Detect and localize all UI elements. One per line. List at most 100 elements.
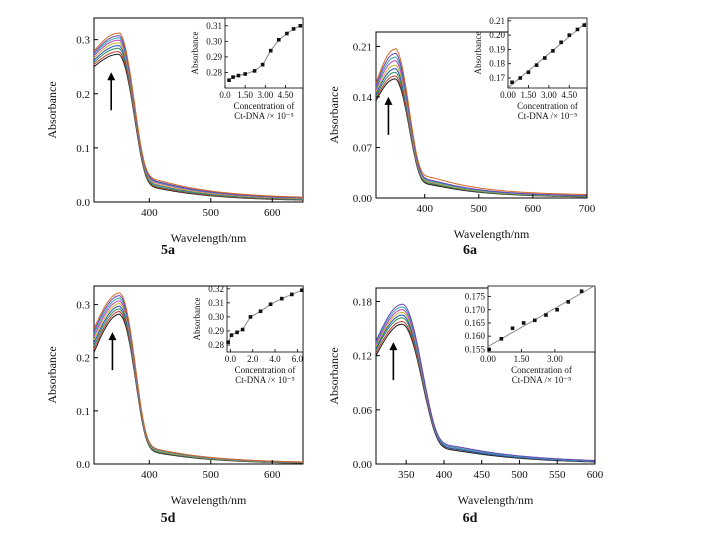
spectrum-line	[93, 32, 304, 198]
inset-data-point	[559, 40, 563, 45]
inset-y-tick-label: 0.29	[208, 326, 224, 336]
inset-data-point	[260, 62, 265, 67]
panel-label: 6a	[463, 243, 477, 258]
x-tick-label: 350	[398, 469, 415, 481]
spectrum-line	[93, 292, 303, 463]
inset-data-point	[258, 309, 263, 314]
inset-data-point	[566, 300, 571, 304]
inset-frame	[226, 285, 304, 353]
inset-y-tick-label: 0.18	[489, 59, 505, 69]
inset-x-title: Ct-DNA /× 10⁻⁵	[512, 375, 571, 385]
arrow-head-icon	[384, 96, 393, 105]
inset-y-tick-label: 0.20	[489, 30, 505, 40]
panel-6a: 400 500 600 700 0.00 0.07 0.14 0.21 Wavelength/n…	[327, 16, 596, 258]
inset-data-point	[533, 318, 537, 323]
inset-y-tick-label: 0.31	[206, 21, 222, 31]
x-tick-label: 450	[473, 469, 490, 481]
inset-data-point	[510, 326, 515, 331]
inset-x-title: Ct-DNA /× 10⁻⁵	[518, 111, 577, 121]
inset-y-tick-label: 0.155	[465, 344, 486, 354]
y-tick-label: 0.14	[353, 92, 373, 104]
inset-y-tick-label: 0.30	[208, 312, 224, 322]
y-tick-label: 0.21	[353, 41, 372, 53]
x-tick-label: 400	[416, 203, 433, 215]
spectrum-line	[375, 47, 587, 195]
inset-y-tick-label: 0.31	[208, 298, 224, 308]
inset-x-title: Ct-DNA /× 10⁻⁵	[234, 111, 293, 121]
x-tick-label: 500	[471, 203, 488, 215]
inset-x-tick-label: 1.50	[237, 90, 253, 100]
inset-x-title: Concentration of	[517, 101, 578, 111]
inset-y-tick-label: 0.160	[465, 331, 486, 341]
inset-data-point	[518, 76, 523, 80]
inset-data-point	[544, 313, 548, 317]
plot-frame	[93, 17, 304, 203]
inset-data-point	[499, 337, 504, 341]
inset-x-tick-label: 2.0	[247, 354, 259, 364]
y-tick-label: 0.1	[76, 143, 90, 155]
y-tick-label: 0.00	[353, 193, 373, 205]
y-tick-label: 0.2	[76, 89, 90, 101]
x-tick-label: 600	[264, 207, 281, 219]
y-tick-label: 0.07	[353, 142, 373, 154]
x-axis-title: Wavelength/nm	[454, 227, 530, 241]
spectrum-line	[375, 306, 595, 462]
panel-label: 5d	[161, 511, 176, 526]
y-tick-label: 0.3	[76, 35, 90, 47]
inset-data-point	[542, 56, 547, 60]
inset-data-point	[268, 302, 273, 307]
inset-x-tick-label: 1.50	[521, 90, 537, 100]
x-axis-title: Wavelength/nm	[171, 493, 247, 507]
y-axis-title: Absorbance	[327, 86, 341, 143]
inset-data-point	[285, 31, 289, 36]
x-tick-label: 600	[587, 469, 604, 481]
panel-5d: 400 500 600 0.0 0.1 0.2 0.3 Wavelength/nm Absorb…	[45, 284, 304, 526]
arrow-head-icon	[108, 332, 117, 341]
x-axis-title: Wavelength/nm	[458, 493, 534, 507]
y-tick-label: 0.1	[76, 406, 90, 418]
inset-data-point	[248, 315, 253, 319]
inset-x-tick-label: 1.50	[514, 354, 530, 364]
inset-data-point	[298, 23, 303, 28]
inset-data-point	[521, 321, 526, 325]
inset-data-point	[227, 78, 231, 83]
inset-y-title: Absorbance	[473, 32, 483, 75]
panel-label: 5a	[161, 243, 175, 258]
plot-frame	[375, 287, 596, 465]
inset-data-point	[229, 333, 234, 337]
inset-x-tick-label: 4.0	[269, 354, 281, 364]
x-tick-label: 600	[525, 203, 542, 215]
inset-frame	[224, 17, 304, 89]
inset-x-tick-label: 0.00	[500, 90, 516, 100]
inset-y-tick-label: 0.28	[206, 67, 222, 77]
x-tick-label: 400	[141, 207, 158, 219]
inset-y-tick-label: 0.21	[489, 16, 505, 26]
inset-y-tick-label: 0.32	[208, 284, 224, 294]
inset-data-point	[551, 49, 555, 53]
inset-fit-line	[487, 285, 596, 347]
arrow-head-icon	[107, 72, 116, 81]
panel-6d: 350 400 450 500 550 600 0.00 0.06 0.12 0.18 Wavele…	[327, 285, 604, 526]
inset-x-tick-label: 0.0	[219, 90, 231, 100]
x-tick-label: 400	[436, 469, 453, 481]
x-tick-label: 600	[264, 469, 281, 481]
inset-data-point	[226, 340, 230, 344]
inset-y-tick-label: 0.29	[206, 52, 222, 62]
arrow-head-icon	[389, 342, 398, 351]
y-tick-label: 0.3	[76, 300, 90, 312]
spectrum-line	[375, 323, 595, 463]
plot-frame	[375, 31, 588, 199]
inset-data-point	[534, 63, 539, 67]
inset-data-point	[276, 37, 281, 42]
inset-data-point	[279, 296, 284, 301]
spectrum-line	[375, 303, 596, 461]
inset-data-point	[240, 327, 245, 332]
y-tick-label: 0.2	[76, 353, 90, 365]
x-tick-label: 550	[549, 469, 566, 481]
inset-fit-line	[227, 289, 303, 343]
inset-y-tick-label: 0.175	[465, 292, 486, 302]
inset-data-point	[231, 75, 235, 79]
inset-frame	[487, 285, 596, 353]
spectrum-line	[375, 314, 596, 462]
y-axis-title: Absorbance	[327, 347, 341, 404]
